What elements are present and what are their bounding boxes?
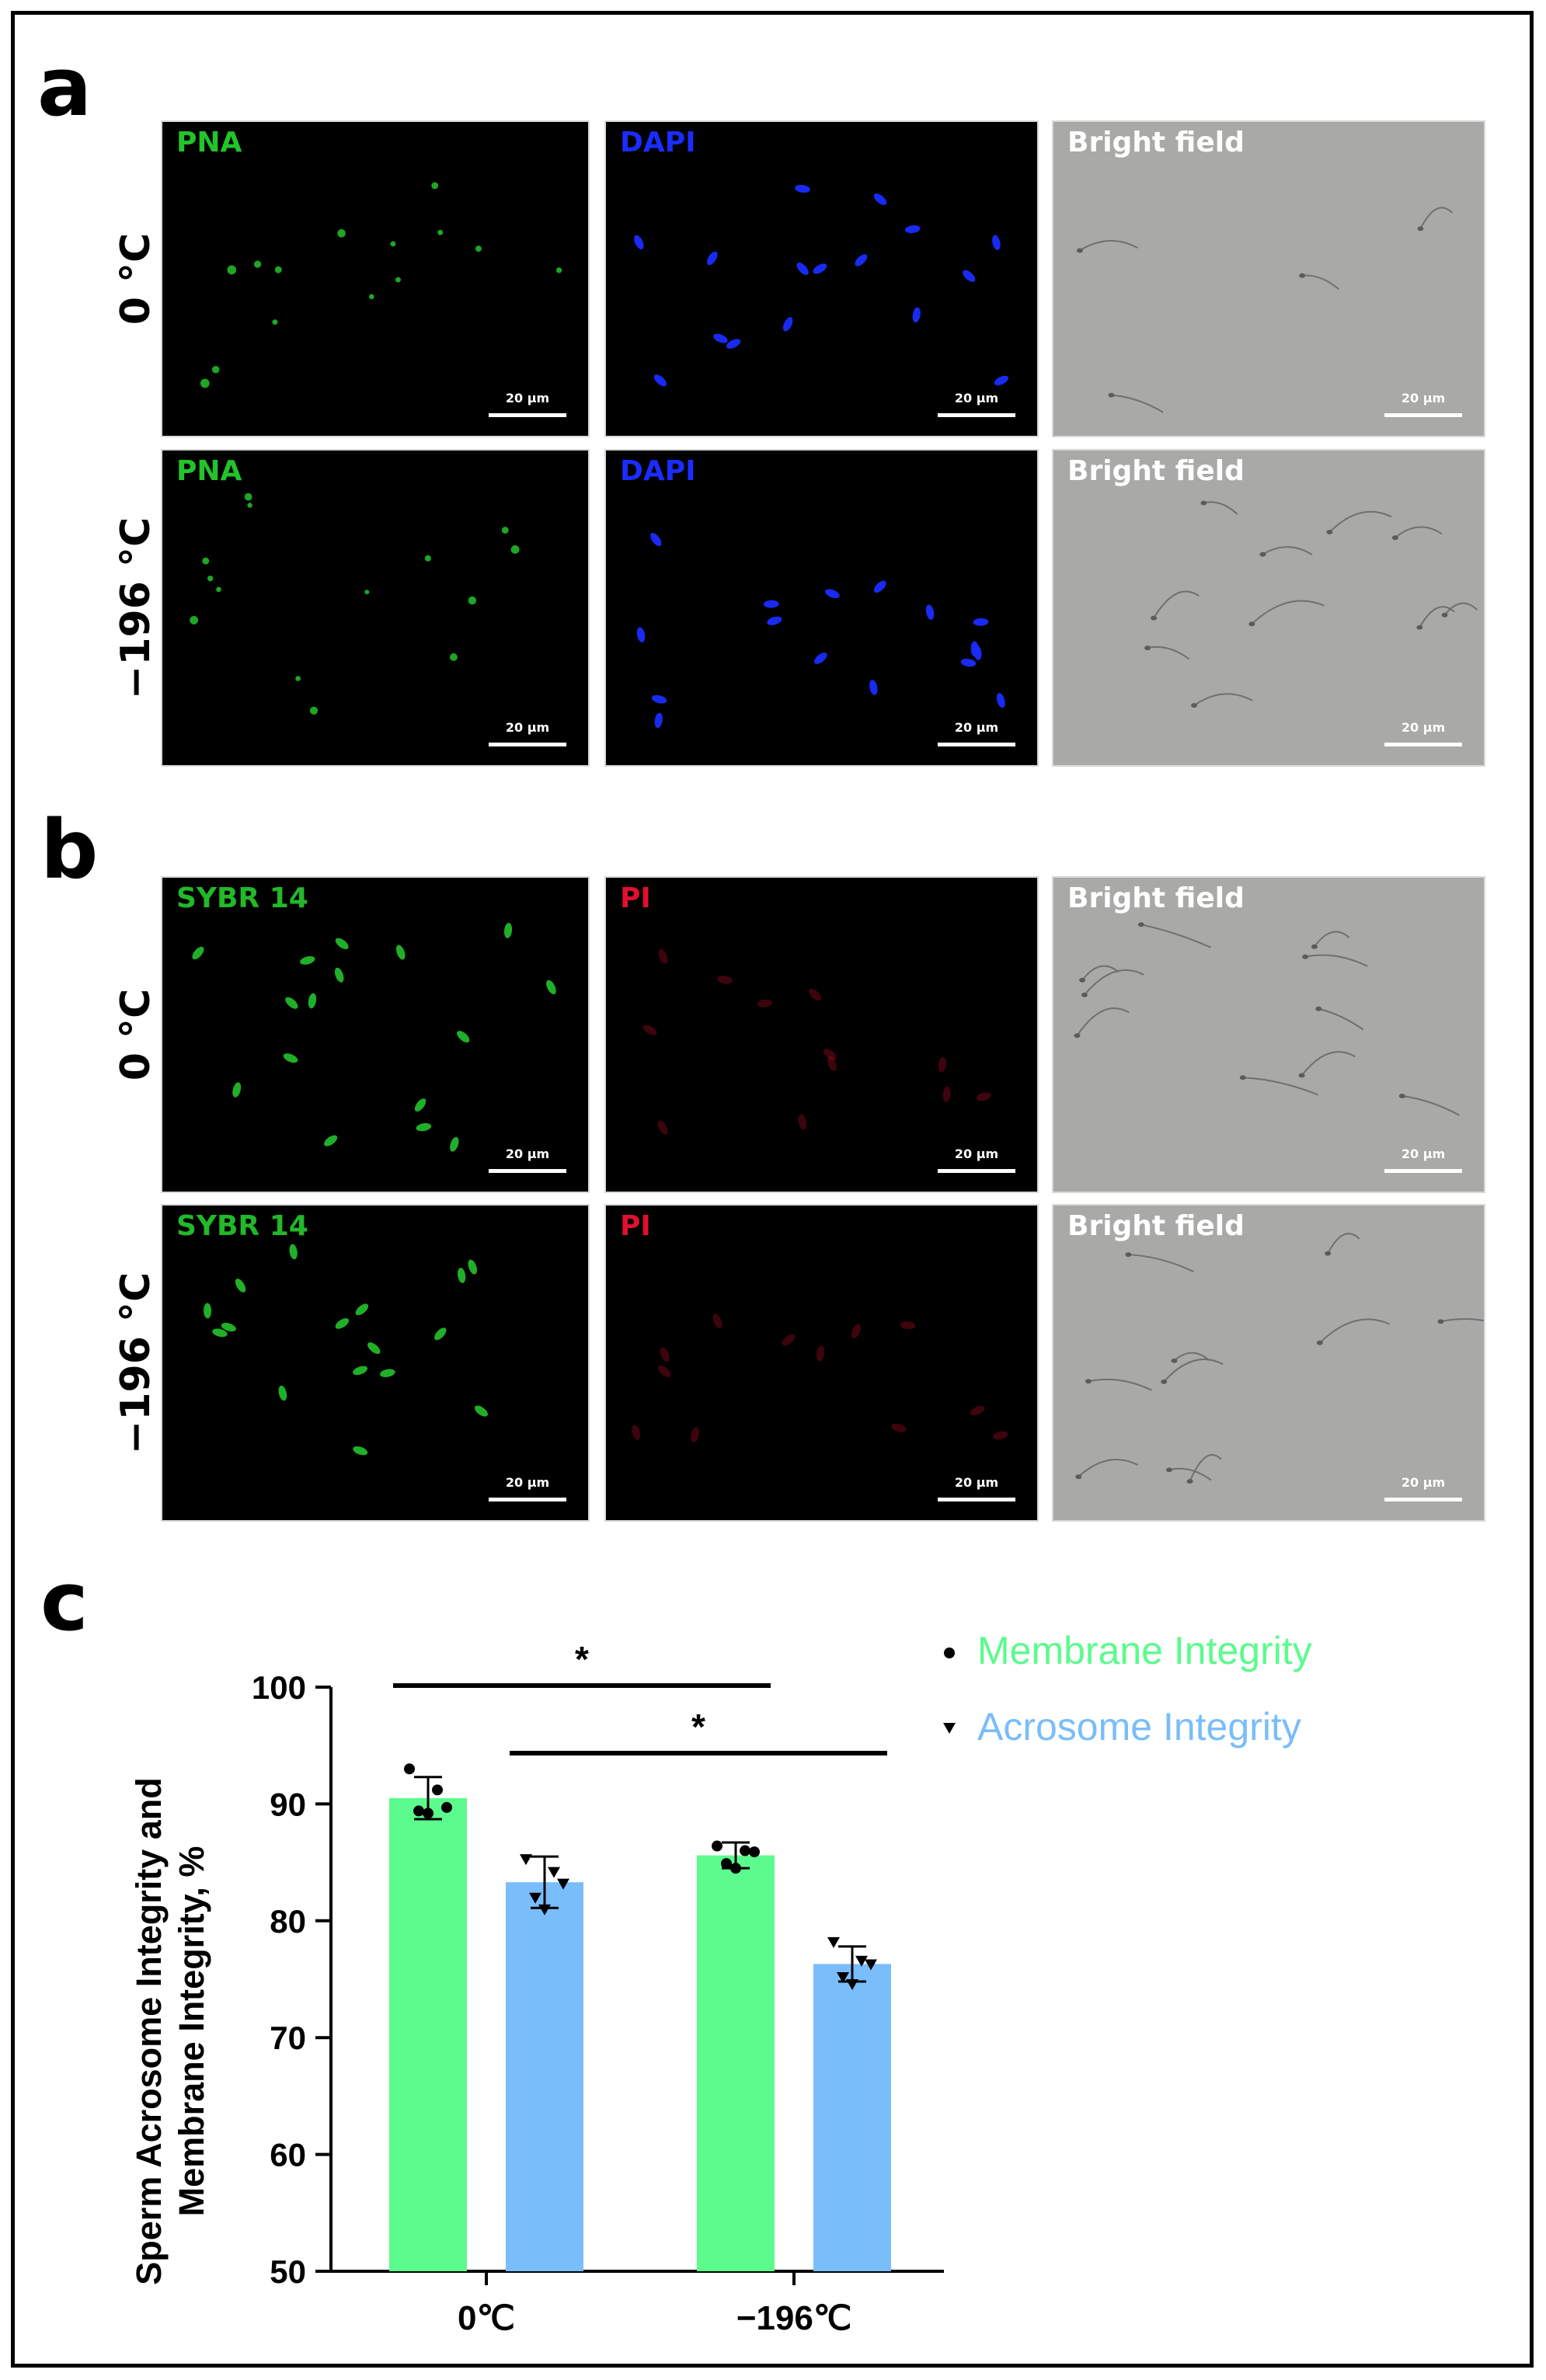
scale-bar: 20 μm [1384, 720, 1462, 751]
cell-field [632, 1314, 1008, 1442]
scale-bar-label: 20 μm [1401, 1147, 1446, 1161]
panel-letter-a: a [37, 40, 92, 134]
cell-field [204, 1244, 488, 1456]
channel-label: Bright field [1067, 882, 1245, 914]
cell-field [1074, 922, 1460, 1116]
micrograph-a-0-0: PNA 20 μm [161, 120, 590, 437]
scale-bar-line [489, 1498, 566, 1501]
cell-field [190, 492, 520, 715]
scale-bar-line [1384, 1169, 1462, 1173]
scale-bar-label: 20 μm [954, 391, 999, 405]
scale-bar: 20 μm [1384, 1147, 1462, 1178]
scale-bar: 20 μm [938, 1147, 1015, 1178]
micrograph-a-0-1: DAPI 20 μm [604, 120, 1039, 437]
scale-bar-label: 20 μm [505, 720, 550, 735]
scale-bar-label: 20 μm [954, 1475, 999, 1490]
scale-bar-line [938, 1169, 1015, 1173]
scale-bar-label: 20 μm [1401, 391, 1446, 405]
cell-field [1144, 500, 1478, 708]
scale-bar-line [1384, 743, 1462, 746]
panel-letter-b: b [40, 802, 99, 897]
channel-label: PI [620, 1210, 651, 1242]
channel-label: DAPI [620, 455, 696, 487]
scale-bar-label: 20 μm [954, 1147, 999, 1161]
micrograph-b-1-2: Bright field 20 μm [1052, 1204, 1485, 1522]
cell-field [1075, 1233, 1484, 1484]
panel-letter-c: c [40, 1554, 89, 1649]
scale-bar-line [938, 743, 1015, 746]
scale-bar: 20 μm [1384, 1475, 1462, 1506]
channel-label: PI [620, 882, 651, 914]
micrograph-b-1-1: PI 20 μm [604, 1204, 1039, 1522]
micrograph-b-1-0: SYBR 14 20 μm [161, 1204, 590, 1522]
micrograph-a-1-0: PNA 20 μm [161, 449, 590, 767]
scale-bar-line [1384, 413, 1462, 417]
scale-bar: 20 μm [489, 1147, 566, 1178]
cell-field [200, 182, 562, 388]
channel-label: SYBR 14 [176, 1210, 308, 1242]
cell-field [1076, 207, 1454, 413]
cell-field [642, 948, 991, 1135]
row-label-a-0: 0 °C [113, 232, 159, 325]
scale-bar: 20 μm [938, 391, 1015, 422]
cell-field [636, 533, 1005, 729]
row-label-a-1: −196 °C [113, 517, 159, 699]
scale-bar-line [1384, 1498, 1462, 1501]
channel-label: Bright field [1067, 127, 1245, 158]
micrograph-a-1-1: DAPI 20 μm [604, 449, 1039, 767]
cell-field [634, 184, 1009, 387]
scale-bar: 20 μm [938, 720, 1015, 751]
scale-bar-line [489, 1169, 566, 1173]
channel-label: PNA [176, 455, 242, 487]
channel-label: SYBR 14 [176, 882, 308, 914]
scale-bar-label: 20 μm [1401, 1475, 1446, 1490]
scale-bar-line [938, 413, 1015, 417]
micrograph-b-0-1: PI 20 μm [604, 876, 1039, 1193]
micrograph-a-1-2: Bright field 20 μm [1052, 449, 1485, 767]
row-label-b-0: 0 °C [113, 988, 159, 1081]
micrograph-b-0-0: SYBR 14 20 μm [161, 876, 590, 1193]
scale-bar: 20 μm [938, 1475, 1015, 1506]
cell-field [192, 923, 556, 1152]
channel-label: PNA [176, 127, 242, 158]
scale-bar-label: 20 μm [505, 1147, 550, 1161]
scale-bar: 20 μm [489, 1475, 566, 1506]
scale-bar: 20 μm [489, 720, 566, 751]
scale-bar: 20 μm [1384, 391, 1462, 422]
micrograph-b-0-2: Bright field 20 μm [1052, 876, 1485, 1193]
scale-bar-line [489, 743, 566, 746]
scale-bar-label: 20 μm [1401, 720, 1446, 735]
channel-label: Bright field [1067, 455, 1245, 487]
scale-bar: 20 μm [489, 391, 566, 422]
scale-bar-line [489, 413, 566, 417]
channel-label: Bright field [1067, 1210, 1245, 1242]
scale-bar-label: 20 μm [954, 720, 999, 735]
scale-bar-label: 20 μm [505, 1475, 550, 1490]
scale-bar-line [938, 1498, 1015, 1501]
row-label-b-1: −196 °C [113, 1272, 159, 1454]
micrograph-a-0-2: Bright field 20 μm [1052, 120, 1485, 437]
channel-label: DAPI [620, 127, 696, 158]
scale-bar-label: 20 μm [505, 391, 550, 405]
